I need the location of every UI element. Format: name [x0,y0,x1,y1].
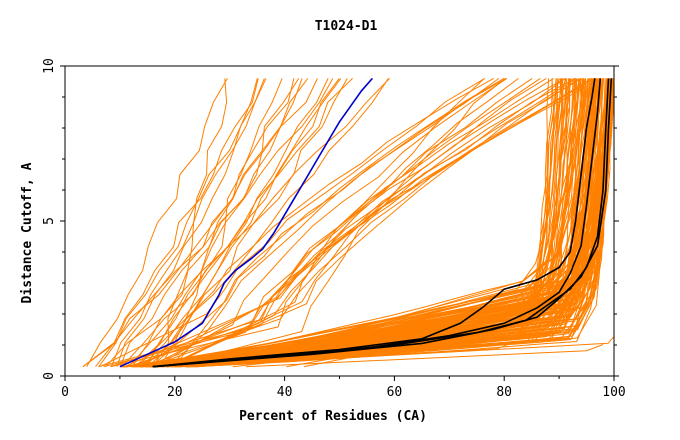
model-line [157,342,514,368]
model-line [148,77,508,368]
model-line [162,78,603,368]
model-line [232,328,535,368]
highlight-lines-group [119,77,613,368]
y-tick-label: 10 [42,58,57,74]
series-highlight-black-3 [152,78,610,368]
model-line [150,77,505,368]
model-line [152,78,228,367]
y-tick-label: 5 [42,217,57,225]
x-tick-label: 20 [167,385,183,400]
model-line [141,78,340,368]
model-line [98,77,566,368]
model-line [143,78,389,368]
model-line [136,77,494,368]
chart-title: T1024-D1 [315,19,378,34]
model-line [186,336,614,368]
model-line [131,78,300,367]
x-tick-label: 80 [496,385,512,400]
model-line [82,78,334,368]
model-line [136,77,566,368]
model-line [124,77,601,368]
x-tick-label: 100 [602,385,625,400]
model-line [143,77,582,368]
model-line [197,78,614,368]
x-axis: 0 20 40 60 80 100 [61,376,626,400]
model-line [134,78,342,368]
x-tick-label: 60 [387,385,403,400]
model-line [146,78,579,368]
model-line [98,78,258,367]
model-line [145,78,596,368]
y-axis-label: Distance Cutoff, A [20,162,35,303]
model-line [121,78,353,368]
model-line [188,78,615,368]
model-line [174,78,591,368]
model-line [168,77,500,368]
model-line [154,77,554,368]
model-line [163,78,506,368]
y-tick-label: 0 [42,372,57,380]
series-highlight-black-4 [152,78,613,368]
x-axis-label: Percent of Residues (CA) [239,409,427,424]
model-line [110,78,485,368]
x-tick-label: 40 [277,385,293,400]
model-line [86,78,228,367]
model-line [245,344,604,368]
model-line [103,77,577,368]
y-axis: 0 5 10 [42,58,619,380]
model-line [144,78,575,368]
x-tick-label: 0 [61,385,69,400]
model-line [132,77,541,368]
model-line [146,78,348,368]
model-line [174,78,577,368]
model-line [119,78,295,367]
series-highlight-black-1 [152,78,596,368]
model-line [95,78,259,368]
series-highlight-blue [119,77,374,368]
